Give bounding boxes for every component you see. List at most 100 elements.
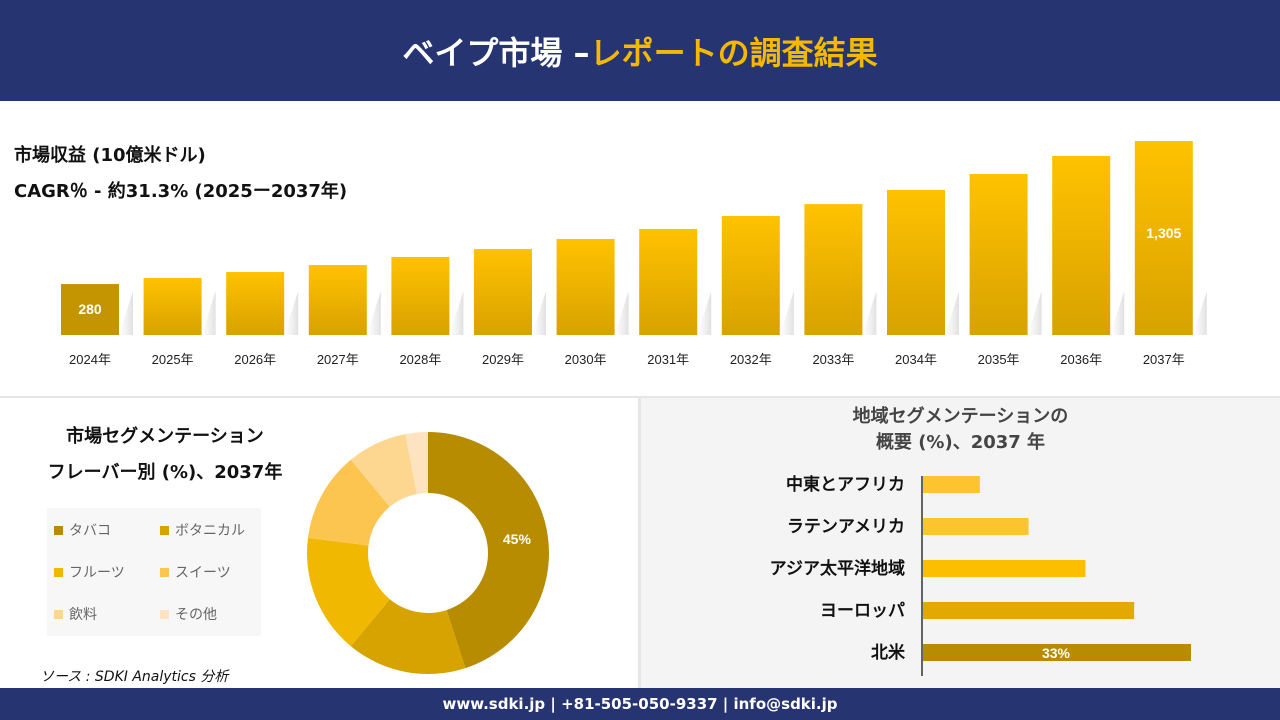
bar-data-label: 1,305 bbox=[1146, 225, 1181, 241]
revenue-bar bbox=[474, 249, 532, 335]
legend-label: スイーツ bbox=[175, 565, 231, 581]
region-bar bbox=[923, 560, 1086, 577]
legend-swatch bbox=[160, 609, 169, 619]
donut-slice bbox=[350, 599, 466, 674]
bar-shadow bbox=[779, 291, 794, 335]
bar-shadow bbox=[119, 291, 133, 335]
panel-divider bbox=[638, 398, 641, 688]
legend-swatch bbox=[54, 609, 63, 619]
revenue-bar bbox=[1052, 155, 1111, 335]
title-highlight: レポートの調査結果 bbox=[589, 33, 878, 72]
region-bar bbox=[923, 644, 1191, 661]
x-tick-label: 2024年 bbox=[69, 352, 111, 367]
legend-item: スイーツ bbox=[160, 562, 231, 582]
bar-shadow bbox=[366, 291, 381, 335]
revenue-bar bbox=[721, 215, 780, 335]
section-divider bbox=[0, 396, 1280, 398]
x-tick-label: 2030年 bbox=[565, 352, 607, 367]
region-bar bbox=[923, 602, 1135, 619]
legend-label: 飲料 bbox=[69, 607, 97, 623]
title-main: ベイプ市場 – bbox=[402, 33, 590, 72]
bar-shadow bbox=[1027, 291, 1042, 335]
legend-swatch bbox=[54, 567, 63, 577]
x-tick-label: 2031年 bbox=[647, 352, 689, 367]
slice-data-label: 45% bbox=[503, 531, 532, 547]
bar-shadow bbox=[532, 291, 546, 335]
bar-shadow bbox=[697, 291, 712, 335]
x-tick-label: 2027年 bbox=[317, 352, 359, 367]
bar-shadow bbox=[1110, 291, 1125, 335]
region-title-line1: 地域セグメンテーションの bbox=[852, 406, 1069, 427]
revenue-bar-chart: 2024年 280 2025年 2026年 2027年 2028年 2029年 2030年 20… bbox=[61, 141, 1207, 367]
legend-item: フルーツ bbox=[54, 562, 125, 582]
region-title-line2: 概要 (%)、2037 年 bbox=[875, 432, 1046, 453]
donut-slice bbox=[350, 434, 417, 507]
region-label: 中東とアフリカ bbox=[786, 474, 905, 495]
revenue-bar bbox=[143, 278, 202, 335]
region-label: 北米 bbox=[871, 642, 906, 663]
header-banner: ベイプ市場 – レポートの調査結果 bbox=[0, 0, 1280, 101]
region-label: アジア太平洋地域 bbox=[770, 558, 905, 579]
bar-data-label: 280 bbox=[78, 301, 102, 317]
region-segment-section: 地域セグメンテーションの 概要 (%)、2037 年 中東とアフリカ ラテンアメリ… bbox=[641, 398, 1280, 688]
flavor-donut-chart: 45% bbox=[307, 432, 549, 674]
x-tick-label: 2026年 bbox=[234, 352, 276, 367]
donut-slice bbox=[307, 459, 390, 546]
revenue-bar bbox=[556, 238, 615, 335]
bar-shadow bbox=[945, 291, 959, 335]
bar-shadow bbox=[201, 291, 216, 335]
legend-label: フルーツ bbox=[69, 565, 125, 581]
flavor-segment-section: 市場セグメンテーション フレーバー別 (%)、2037年 タバコ ボタニカルフルー… bbox=[0, 398, 638, 688]
region-bar-data-label: 33% bbox=[1042, 645, 1071, 661]
legend-swatch bbox=[160, 567, 169, 577]
region-bar bbox=[923, 476, 980, 493]
donut-slice bbox=[405, 432, 428, 495]
cagr-text: CAGR％ - 約31.3% (2025ー2037年) bbox=[14, 181, 348, 202]
revenue-bar bbox=[804, 204, 863, 335]
legend-label: タバコ bbox=[69, 523, 111, 539]
legend-swatch bbox=[54, 525, 63, 535]
x-tick-label: 2033年 bbox=[812, 352, 854, 367]
legend-item: ボタニカル bbox=[160, 520, 245, 540]
revenue-bar bbox=[391, 256, 450, 335]
donut-slice bbox=[307, 537, 390, 647]
bar-shadow bbox=[862, 291, 877, 335]
donut-slice bbox=[428, 432, 549, 669]
x-tick-label: 2037年 bbox=[1143, 352, 1185, 367]
revenue-bar bbox=[226, 272, 285, 335]
legend-item: 飲料 bbox=[54, 604, 97, 624]
region-label: ラテンアメリカ bbox=[787, 517, 905, 537]
revenue-bar bbox=[639, 228, 698, 335]
segment-title-line2: フレーバー別 (%)、2037年 bbox=[47, 462, 283, 483]
legend-label: ボタニカル bbox=[175, 523, 245, 539]
x-tick-label: 2032年 bbox=[730, 352, 772, 367]
legend-item: タバコ bbox=[54, 520, 111, 540]
bar-shadow bbox=[449, 291, 464, 335]
revenue-bar bbox=[61, 284, 119, 335]
revenue-title: 市場収益 (10億米ドル) bbox=[14, 145, 206, 166]
x-tick-label: 2029年 bbox=[482, 352, 524, 367]
x-tick-label: 2025年 bbox=[152, 352, 194, 367]
revenue-section: 市場収益 (10億米ドル) CAGR％ - 約31.3% (2025ー2037年… bbox=[0, 101, 1280, 396]
revenue-bar bbox=[308, 265, 367, 335]
region-bar bbox=[923, 518, 1029, 535]
x-tick-label: 2036年 bbox=[1060, 352, 1102, 367]
legend-item: その他 bbox=[160, 604, 217, 624]
segment-title-line1: 市場セグメンテーション bbox=[66, 426, 264, 447]
legend-label: その他 bbox=[175, 607, 217, 623]
x-tick-label: 2035年 bbox=[978, 352, 1020, 367]
legend-swatch bbox=[160, 525, 169, 535]
bar-shadow bbox=[284, 291, 299, 335]
footer-contact: www.sdki.jp | +81-505-050-9337 | info@sd… bbox=[0, 688, 1280, 720]
x-tick-label: 2034年 bbox=[895, 352, 937, 367]
revenue-bar bbox=[1134, 141, 1193, 335]
source-note: ソース : SDKI Analytics 分析 bbox=[40, 669, 229, 685]
revenue-bar bbox=[887, 190, 945, 335]
revenue-bar bbox=[969, 173, 1028, 335]
bar-shadow bbox=[614, 291, 629, 335]
x-tick-label: 2028年 bbox=[399, 352, 441, 367]
bar-shadow bbox=[1192, 291, 1207, 335]
donut-legend: タバコ ボタニカルフルーツ スイーツ飲料 その他 bbox=[47, 508, 261, 636]
region-label: ヨーロッパ bbox=[820, 601, 905, 621]
